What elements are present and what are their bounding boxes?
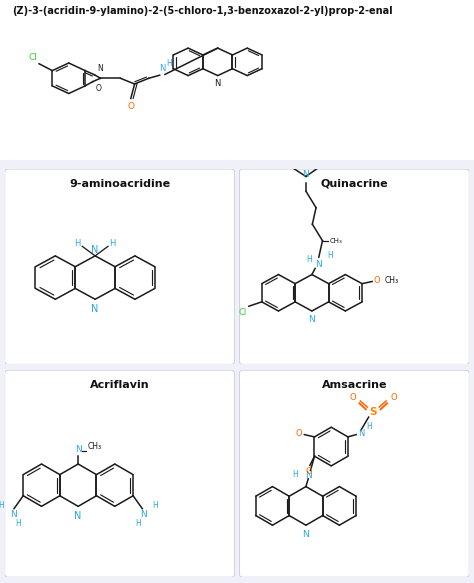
Text: H: H <box>366 422 372 431</box>
FancyBboxPatch shape <box>239 370 469 577</box>
FancyBboxPatch shape <box>5 370 235 577</box>
Text: N: N <box>97 64 103 73</box>
Text: N: N <box>159 64 165 73</box>
Text: CH₃: CH₃ <box>385 276 399 285</box>
Text: N: N <box>358 429 365 438</box>
Text: CH₃: CH₃ <box>329 238 342 244</box>
Text: S: S <box>369 406 377 417</box>
Text: H: H <box>292 470 298 479</box>
Text: H: H <box>153 501 158 510</box>
Text: O: O <box>306 467 312 476</box>
Text: N: N <box>309 315 315 324</box>
Text: Acriflavin: Acriflavin <box>90 380 149 391</box>
Text: H: H <box>109 239 116 248</box>
Text: O: O <box>296 429 302 438</box>
Text: Cl: Cl <box>239 307 247 317</box>
Text: N: N <box>302 530 310 539</box>
Text: O: O <box>95 83 101 93</box>
Text: Amsacrine: Amsacrine <box>321 380 387 391</box>
FancyBboxPatch shape <box>239 169 469 364</box>
Text: N: N <box>75 445 82 454</box>
Text: Cl: Cl <box>28 53 37 62</box>
Text: 9-aminoacridine: 9-aminoacridine <box>69 178 170 189</box>
Text: CH₃: CH₃ <box>87 442 101 451</box>
Text: H: H <box>16 519 21 528</box>
FancyBboxPatch shape <box>0 0 474 162</box>
Text: Quinacrine: Quinacrine <box>320 178 388 189</box>
Text: N: N <box>140 511 146 519</box>
Text: N: N <box>315 261 322 269</box>
Text: N: N <box>305 470 311 480</box>
Text: N: N <box>91 304 99 314</box>
FancyBboxPatch shape <box>5 169 235 364</box>
Text: H: H <box>74 239 81 248</box>
Text: N: N <box>215 79 221 87</box>
Text: O: O <box>128 101 134 111</box>
Text: N: N <box>74 511 82 521</box>
Text: H: H <box>166 59 172 68</box>
Text: H: H <box>306 255 312 264</box>
Text: O: O <box>374 276 380 285</box>
Text: (Z)-3-(acridin-9-ylamino)-2-(5-chloro-1,3-benzoxazol-2-yl)prop-2-enal: (Z)-3-(acridin-9-ylamino)-2-(5-chloro-1,… <box>12 6 392 16</box>
Text: H: H <box>0 501 4 510</box>
Text: O: O <box>391 394 397 402</box>
Text: N: N <box>91 245 99 255</box>
Text: H: H <box>135 519 141 528</box>
Text: N: N <box>9 511 17 519</box>
Text: H: H <box>327 251 333 260</box>
Text: N: N <box>302 170 310 179</box>
Text: O: O <box>349 394 356 402</box>
